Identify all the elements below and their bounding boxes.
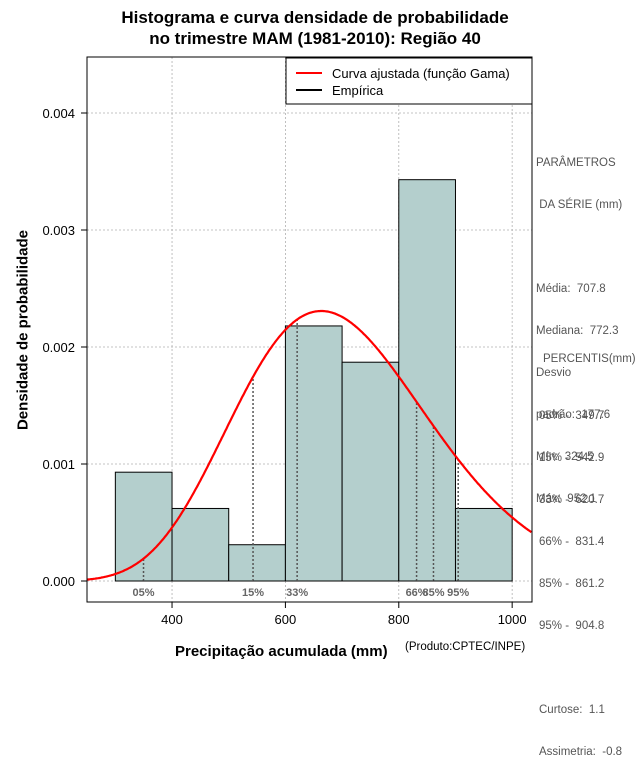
parameter-median: Mediana: 772.3 (536, 325, 619, 337)
histogram-bar (341, 361, 400, 582)
skewness-value: Assimetria: -0.8 (539, 746, 623, 758)
parameter-min: Mín: 324.5 (536, 451, 594, 463)
chart-title-line1: Histograma e curva densidade de probabil… (121, 8, 509, 27)
percentile-85: 85% - 861.2 (539, 578, 605, 590)
x-tick-label: 800 (388, 612, 410, 627)
parameters-panel: PARÂMETROS DA SÉRIE (mm) Média: 707.8 Me… (536, 128, 622, 520)
x-axis-label: Precipitação acumulada (mm) (175, 643, 388, 660)
percentile-33: 33% - 620.7 (539, 494, 605, 506)
y-tick-label: 0.001 (42, 457, 75, 472)
legend-label: Empírica (332, 83, 384, 98)
percentile-15: 15% - 542.9 (539, 452, 605, 464)
histogram-bar (454, 507, 513, 582)
percentile-label: 66% (406, 587, 428, 599)
x-tick-label: 400 (161, 612, 183, 627)
parameter-sd: padrão: 177.6 (536, 409, 611, 421)
percentiles-heading: PERCENTIS(mm) (543, 353, 636, 365)
histogram-bar (228, 544, 286, 582)
percentile-66: 66% - 831.4 (539, 536, 605, 548)
y-tick-label: 0.000 (42, 574, 75, 589)
plot-frame (86, 56, 533, 603)
product-credit: (Produto:CPTEC/INPE) (405, 641, 526, 653)
kurtosis-value: Curtose: 1.1 (539, 704, 605, 716)
parameter-max: Máx: 952.1 (536, 493, 597, 505)
x-tick-label: 1000 (498, 612, 527, 627)
parameter-sd-label: Desvio (536, 367, 572, 379)
parameters-heading2: DA SÉRIE (mm) (536, 199, 623, 211)
y-tick-label: 0.004 (42, 106, 75, 121)
fitted-gamma-curve (86, 309, 533, 581)
histogram-bar (171, 507, 230, 582)
percentile-label: 05% (133, 587, 155, 599)
parameters-heading1: PARÂMETROS (536, 157, 616, 169)
legend-box (285, 57, 533, 105)
histogram-bar (398, 179, 456, 582)
y-axis-label: Densidade de probabilidade (14, 229, 32, 431)
x-tick-label: 600 (275, 612, 297, 627)
percentiles-panel: 05% - 349.7 15% - 542.9 33% - 620.7 66% … (539, 381, 622, 773)
y-tick-label: 0.003 (42, 223, 75, 238)
percentile-label: 85% (422, 587, 444, 599)
histogram-chart: 05% 15% 33% 66%85% 95% 400 600 800 1000 0.000 0.00… (42, 56, 533, 627)
percentile-label: 33% (286, 587, 308, 599)
percentile-label: 95% (447, 587, 469, 599)
legend-label: Curva ajustada (função Gama) (332, 66, 510, 81)
parameter-mean: Média: 707.8 (536, 283, 606, 295)
percentile-05: 05% - 349.7 (539, 410, 605, 422)
histogram-bar (284, 325, 343, 582)
chart-title-line2: no trimestre MAM (1981-2010): Região 40 (149, 29, 481, 48)
percentile-label: 15% (242, 587, 264, 599)
percentile-95: 95% - 904.8 (539, 620, 605, 632)
y-tick-label: 0.002 (42, 340, 75, 355)
